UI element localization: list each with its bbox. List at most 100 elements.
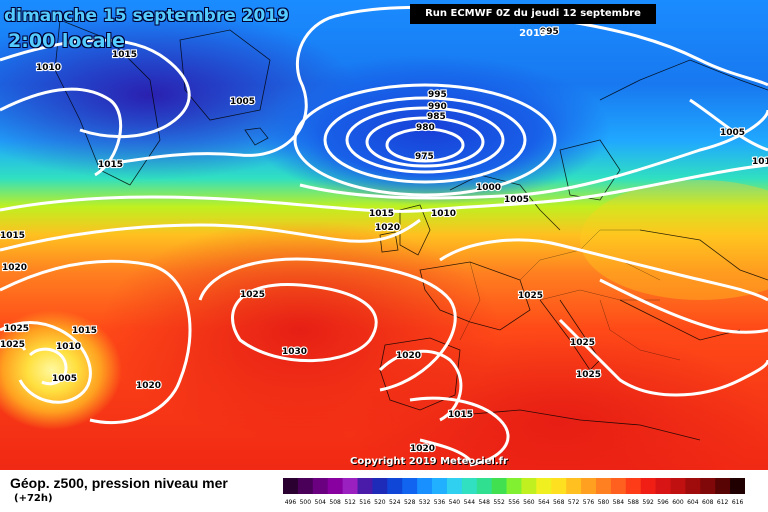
isobar-label: 1015 <box>72 326 97 336</box>
color-scale-tick-label: 592 <box>642 499 654 506</box>
color-scale-swatch <box>283 478 299 494</box>
color-scale-tick-label: 584 <box>613 499 625 506</box>
geopotential-map: 1015 1010 1005 1015 995 995 990 985 980 … <box>0 0 768 470</box>
color-scale-swatch <box>342 478 358 494</box>
color-scale-swatch <box>595 478 612 494</box>
color-scale-tick-label: 608 <box>702 499 714 506</box>
isobar-label: 995 <box>428 90 447 100</box>
isobar-label: 1015 <box>369 209 394 219</box>
color-scale-tick-label: 596 <box>657 499 669 506</box>
isobar-label: 1005 <box>720 128 745 138</box>
isobar-label: 1010 <box>36 63 61 73</box>
color-scale-tick-label: 600 <box>672 499 684 506</box>
isobar-label: 1015 <box>112 50 137 60</box>
color-scale-tick-label: 560 <box>523 499 535 506</box>
color-scale-tick-label: 576 <box>583 499 595 506</box>
color-scale-tick-label: 532 <box>419 499 431 506</box>
color-scale-tick-label: 500 <box>300 499 312 506</box>
color-scale-tick-label: 548 <box>478 499 490 506</box>
color-scale-swatch <box>536 478 552 494</box>
isobar-label: 1020 <box>410 444 435 454</box>
color-scale-tick-label: 612 <box>717 499 729 506</box>
color-scale-tick-label: 572 <box>568 499 580 506</box>
color-scale-swatch <box>685 478 701 494</box>
color-scale-swatch <box>655 478 671 494</box>
color-scale-tick-label: 580 <box>598 499 610 506</box>
forecast-date-title: dimanche 15 septembre 2019 <box>4 6 289 26</box>
color-scale: 496 500 504 508 512 516 520 524 528 532 536 540 544 5… <box>283 478 745 506</box>
isobar-label: 1015 <box>0 231 25 241</box>
color-scale-swatch <box>506 478 522 494</box>
isobar-label: 990 <box>428 102 447 112</box>
isobar-label: 1015 <box>752 157 768 167</box>
isobar-label: 1020 <box>375 223 400 233</box>
isobar-label: 1010 <box>56 342 81 352</box>
isobar-label: 1025 <box>518 291 543 301</box>
color-scale-swatch <box>327 478 344 494</box>
color-scale-tick-label: 524 <box>389 499 401 506</box>
color-scale-swatch <box>551 478 567 494</box>
isobar-label: 1000 <box>476 183 501 193</box>
color-scale-swatch <box>491 478 507 494</box>
color-scale-tick-label: 512 <box>344 499 356 506</box>
color-scale-swatch <box>625 478 642 494</box>
isobar-label: 1005 <box>52 374 77 384</box>
color-scale-swatch <box>670 478 686 494</box>
color-scale-swatch <box>446 478 463 494</box>
color-scale-swatch <box>700 478 716 494</box>
color-scale-swatch <box>387 478 403 494</box>
isobar-label: 995 <box>540 27 559 37</box>
isobar-label: 1025 <box>4 324 29 334</box>
color-scale-tick-label: 556 <box>508 499 520 506</box>
isobar-label: 1020 <box>136 381 161 391</box>
color-scale-tick-label: 616 <box>732 499 744 506</box>
color-scale-swatch <box>432 478 448 494</box>
color-scale-tick-label: 604 <box>687 499 699 506</box>
isobar-label: 1025 <box>570 338 595 348</box>
color-scale-swatch <box>581 478 597 494</box>
isobar-label: 1005 <box>504 195 529 205</box>
lead-time-label: (+72h) <box>14 493 53 504</box>
color-scale-swatch <box>566 478 582 494</box>
color-scale-swatch <box>372 478 388 494</box>
isobar-label: 1025 <box>0 340 25 350</box>
isobar-label: 1015 <box>98 160 123 170</box>
color-scale-tick-label: 520 <box>374 499 386 506</box>
color-scale-tick-label: 516 <box>359 499 371 506</box>
isobar-label: 1005 <box>230 97 255 107</box>
color-scale-tick-label: 552 <box>493 499 505 506</box>
color-scale-tick-label: 568 <box>553 499 565 506</box>
color-scale-tick-label: 536 <box>434 499 446 506</box>
color-scale-tick-label: 496 <box>285 499 297 506</box>
color-scale-swatch <box>312 478 329 494</box>
color-scale-tick-label: 508 <box>329 499 341 506</box>
run-info-box: Run ECMWF 0Z du jeudi 12 septembre 2019 <box>410 4 656 39</box>
color-scale-swatch <box>521 478 537 494</box>
color-scale-tick-label: 544 <box>464 499 476 506</box>
color-scale-swatch <box>715 478 731 494</box>
forecast-time-title: 2:00 locale <box>8 30 125 52</box>
isobar-label: 980 <box>416 123 435 133</box>
isobar-label: 1020 <box>396 351 421 361</box>
isobar-label: 1030 <box>282 347 307 357</box>
isobar-label: 985 <box>427 112 446 122</box>
legend-title: Géop. z500, pression niveau mer <box>10 475 228 491</box>
color-scale-swatch <box>417 478 433 494</box>
color-scale-swatch <box>461 478 478 494</box>
color-scale-tick-label: 588 <box>628 499 640 506</box>
color-scale-swatch <box>476 478 493 494</box>
isobar-label: 1020 <box>2 263 27 273</box>
color-scale-swatch <box>730 478 745 494</box>
isobar-label: 1025 <box>240 290 265 300</box>
color-scale-tick-label: 540 <box>449 499 461 506</box>
color-scale-tick-label: 504 <box>315 499 327 506</box>
color-scale-swatch <box>402 478 418 494</box>
color-scale-swatch <box>357 478 373 494</box>
isobar-label: 975 <box>415 152 434 162</box>
isobar-label: 1025 <box>576 370 601 380</box>
color-scale-swatch <box>640 478 656 494</box>
color-scale-tick-label: 564 <box>538 499 550 506</box>
coastlines <box>54 19 768 441</box>
isobar-label: 1010 <box>431 209 456 219</box>
